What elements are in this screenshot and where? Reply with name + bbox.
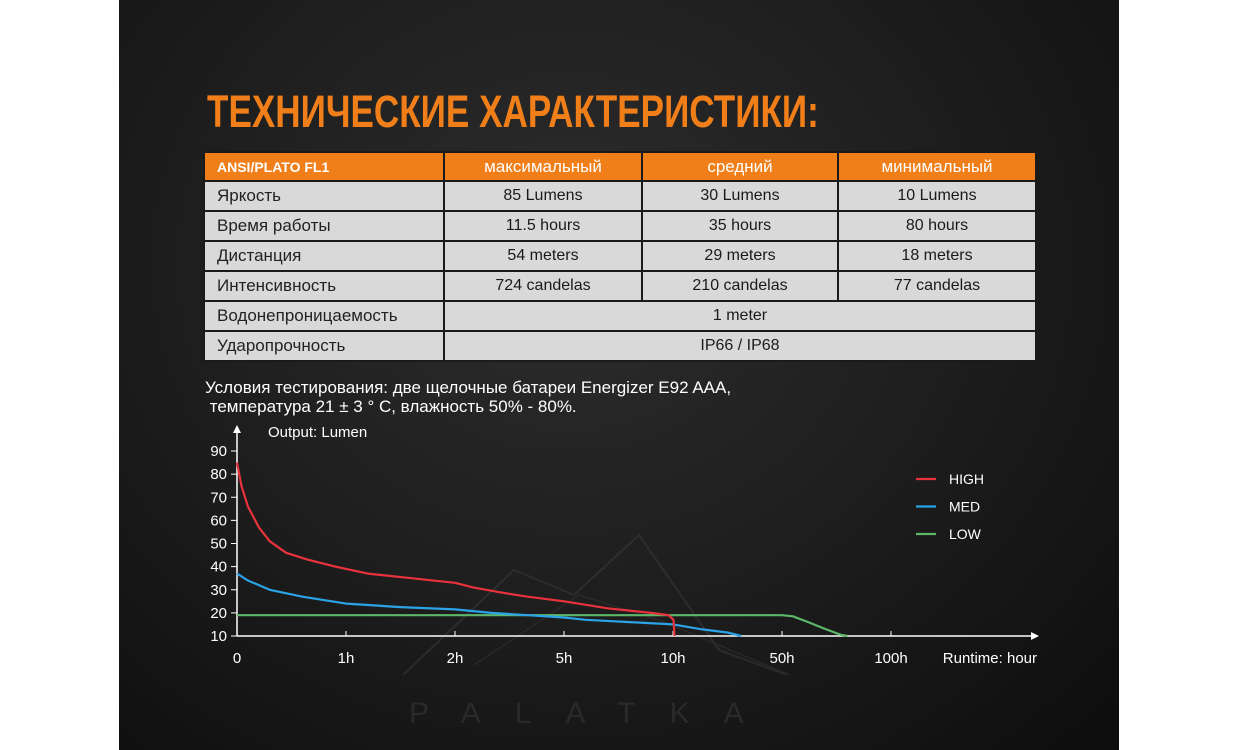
x-axis-label: Runtime: hour [943, 650, 1037, 667]
row-label: Дистанция [203, 240, 445, 272]
table-cell: 35 hours [641, 210, 839, 242]
header-cell: ANSI/PLATO FL1 [203, 151, 445, 182]
x-tick-label: 0 [233, 650, 241, 667]
chart-legend: HIGH MED LOW [916, 471, 984, 542]
header-cell: максимальный [443, 151, 643, 182]
page-title: ТЕХНИЧЕСКИЕ ХАРАКТЕРИСТИКИ: [207, 86, 819, 137]
legend-label: HIGH [949, 471, 984, 487]
chart-axes: 10 20 30 40 50 60 70 80 90 0 1h 2h 5h 10h 50h 100h Outpu… [210, 424, 1039, 667]
table-row: Интенсивность 724 candelas 210 candelas … [203, 270, 1037, 302]
y-tick-label: 90 [210, 443, 227, 460]
series-line-high [235, 462, 676, 637]
row-label: Интенсивность [203, 270, 445, 302]
table-cell: 1 meter [443, 300, 1037, 332]
table-cell: 80 hours [837, 210, 1037, 242]
legend-label: LOW [949, 526, 982, 542]
chart-series [235, 462, 848, 638]
legend-label: MED [949, 499, 980, 515]
table-cell: 10 Lumens [837, 180, 1037, 212]
table-row: Время работы 11.5 hours 35 hours 80 hour… [203, 210, 1037, 242]
y-tick-label: 20 [210, 605, 227, 622]
header-cell: средний [641, 151, 839, 182]
y-tick-label: 30 [210, 582, 227, 599]
table-cell: 724 candelas [443, 270, 643, 302]
x-tick-label: 100h [874, 650, 907, 667]
x-tick-label: 2h [447, 650, 464, 667]
x-tick-label: 5h [556, 650, 573, 667]
table-cell: 210 candelas [641, 270, 839, 302]
x-tick-label: 50h [769, 650, 794, 667]
runtime-chart: 10 20 30 40 50 60 70 80 90 0 1h 2h 5h 10h 50h 100h Outpu… [210, 424, 1039, 675]
spec-panel: ТЕХНИЧЕСКИЕ ХАРАКТЕРИСТИКИ: ANSI/PLATO F… [119, 0, 1119, 750]
y-tick-label: 80 [210, 466, 227, 483]
x-axis-arrow-icon [1031, 632, 1039, 640]
row-label: Ударопрочность [203, 330, 445, 362]
table-cell: 29 meters [641, 240, 839, 272]
header-cell: минимальный [837, 151, 1037, 182]
y-tick-label: 10 [210, 628, 227, 645]
series-line-med [236, 572, 742, 638]
table-cell: IP66 / IP68 [443, 330, 1037, 362]
watermark-logo: PALATKA [409, 697, 778, 730]
y-tick-label: 70 [210, 489, 227, 506]
note-line: Условия тестирования: две щелочные батар… [205, 378, 732, 397]
table-header-row: ANSI/PLATO FL1 максимальный средний мини… [203, 151, 1037, 182]
series-line-low [237, 614, 848, 638]
table-cell: 30 Lumens [641, 180, 839, 212]
y-tick-label: 40 [210, 559, 227, 576]
table-cell: 11.5 hours [443, 210, 643, 242]
table-row: Дистанция 54 meters 29 meters 18 meters [203, 240, 1037, 272]
y-axis-arrow-icon [233, 425, 241, 433]
y-tick-label: 60 [210, 512, 227, 529]
table-cell: 85 Lumens [443, 180, 643, 212]
table-cell: 77 candelas [837, 270, 1037, 302]
table-cell: 18 meters [837, 240, 1037, 272]
row-label: Яркость [203, 180, 445, 212]
table-row: Ударопрочность IP66 / IP68 [203, 330, 1037, 362]
row-label: Водонепроницаемость [203, 300, 445, 332]
table-row: Яркость 85 Lumens 30 Lumens 10 Lumens [203, 180, 1037, 212]
y-axis-label: Output: Lumen [268, 424, 367, 441]
x-tick-label: 1h [338, 650, 355, 667]
test-conditions-note: Условия тестирования: две щелочные батар… [205, 378, 731, 416]
x-tick-label: 10h [660, 650, 685, 667]
table-cell: 54 meters [443, 240, 643, 272]
note-line: температура 21 ± 3 ° C, влажность 50% - … [205, 397, 577, 416]
row-label: Время работы [203, 210, 445, 242]
y-tick-label: 50 [210, 536, 227, 553]
table-row: Водонепроницаемость 1 meter [203, 300, 1037, 332]
spec-table: ANSI/PLATO FL1 максимальный средний мини… [203, 151, 1037, 362]
